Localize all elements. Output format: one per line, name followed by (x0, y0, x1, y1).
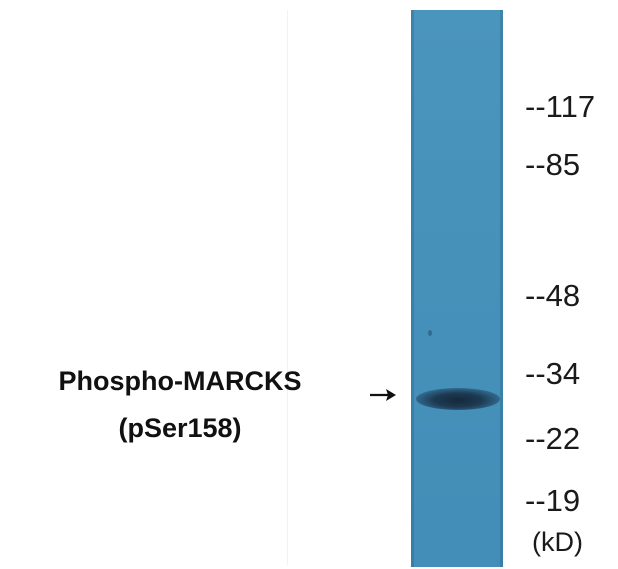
protein-band (416, 388, 500, 410)
marker-22: --22 (525, 421, 581, 456)
band-arrow-icon (370, 389, 396, 401)
panel-divider (287, 10, 288, 565)
marker-19: --19 (525, 483, 581, 518)
blot-lane (411, 10, 503, 567)
lane-speck (428, 330, 432, 336)
lane-left-edge (411, 10, 414, 567)
marker-85: --85 (525, 147, 581, 182)
marker-117: --117 (525, 89, 596, 124)
marker-48: --48 (525, 278, 581, 313)
marker-34: --34 (525, 356, 581, 391)
protein-label-site: (pSer158) (118, 413, 242, 443)
lane-right-edge (500, 10, 503, 567)
unit-label: (kD) (532, 527, 583, 557)
protein-label-name: Phospho-MARCKS (58, 366, 302, 396)
